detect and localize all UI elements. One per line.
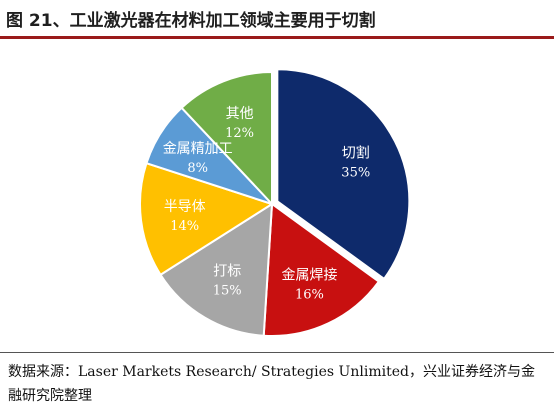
slice-percent: 35% [341,165,370,180]
source-divider [0,352,554,353]
pie-chart: 切割 35% 金属焊接 16% 打标 15% 半导体 14% 金属精加工 8% 其他 12% [139,68,411,337]
slice-percent: 14% [170,219,199,234]
slice-label: 切割 [342,144,370,161]
pie-slices [139,68,411,337]
source-note: 数据来源：Laser Markets Research/ Strategies … [8,364,535,404]
slice-label: 打标 [213,263,241,280]
slice-percent: 12% [225,126,254,141]
pie-slice [139,161,275,277]
slice-label: 其他 [226,106,254,122]
pie-slice [159,202,274,337]
slice-label: 半导体 [164,199,206,215]
title-divider [0,36,554,39]
chart-title: 图 21、工业激光器在材料加工领域主要用于切割 [6,11,376,31]
pie-slice [276,68,411,281]
slice-percent: 15% [213,284,242,299]
slice-percent: 16% [295,288,324,303]
slice-percent: 8% [187,161,208,176]
pie-slice [180,70,273,207]
slice-label: 金属焊接 [281,267,337,284]
slice-label: 金属精加工 [163,141,233,157]
pie-labels: 切割 35% 金属焊接 16% 打标 15% 半导体 14% 金属精加工 8% 其他 12% [163,106,371,302]
pie-slice [262,202,381,337]
